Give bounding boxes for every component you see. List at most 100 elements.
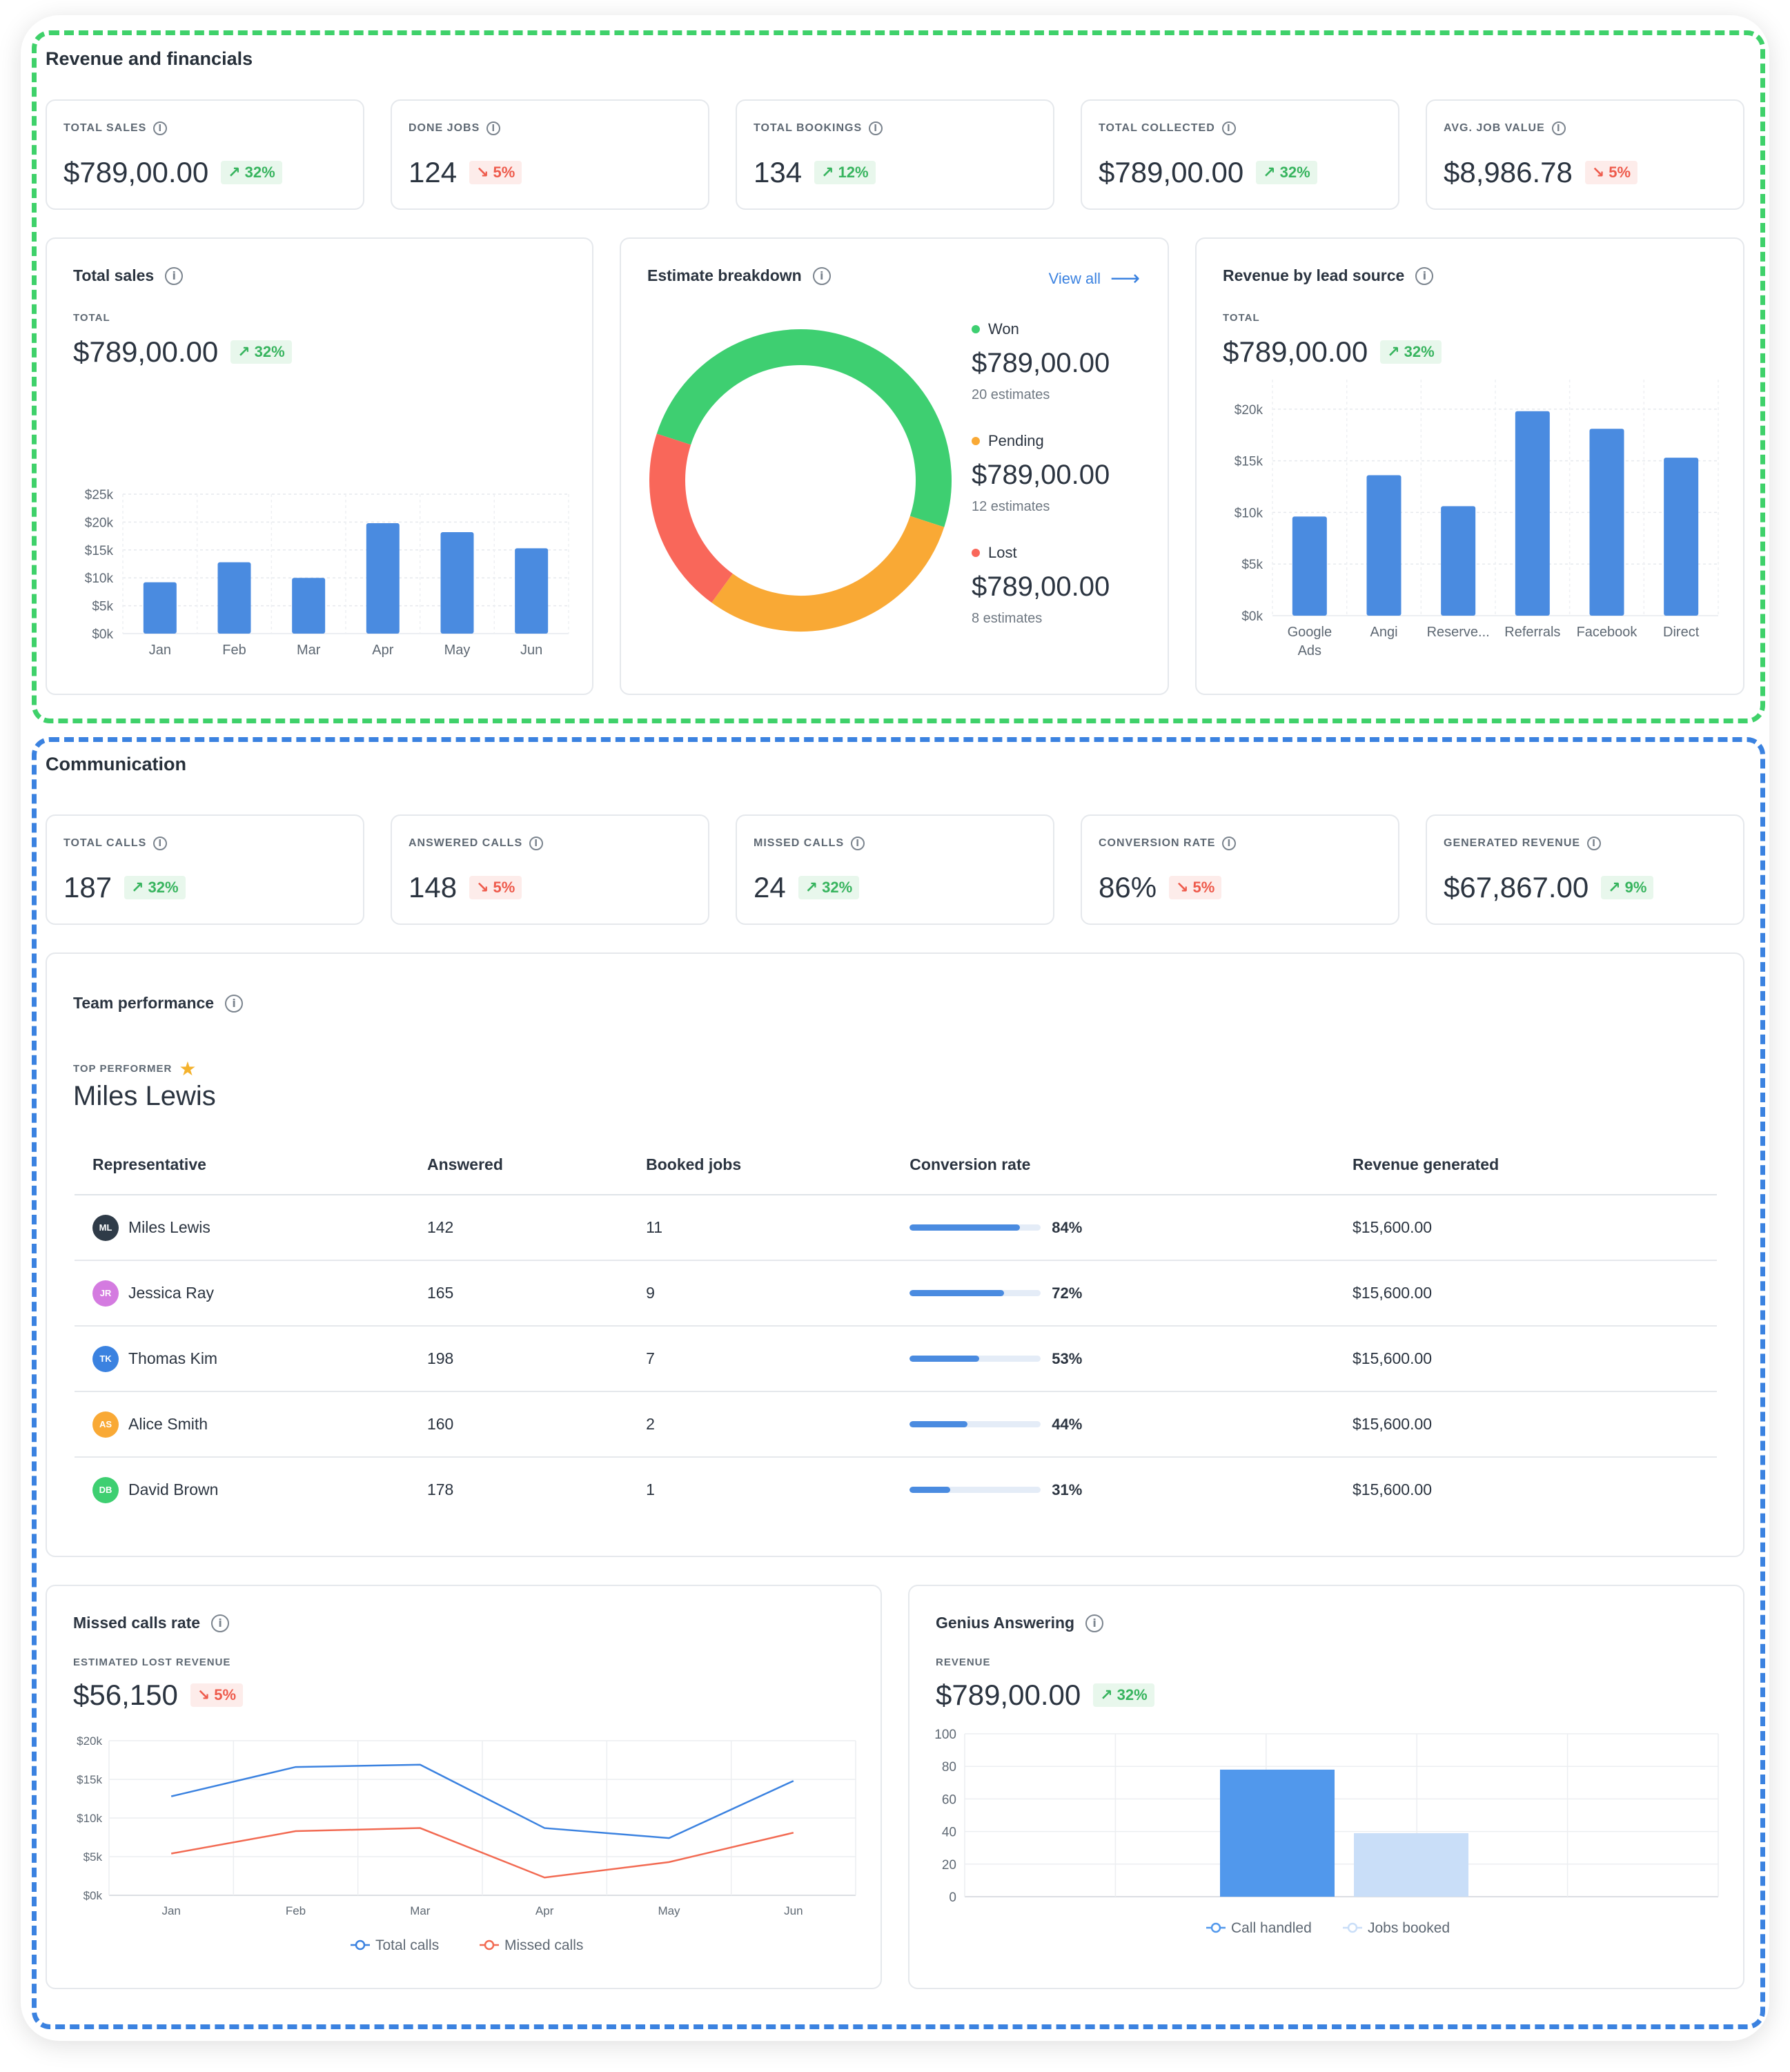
change-value: 32% (1279, 164, 1310, 181)
y-tick-label: $15k (77, 1773, 102, 1786)
info-icon[interactable]: i (851, 837, 865, 850)
info-icon[interactable]: i (1221, 121, 1236, 135)
info-icon[interactable]: i (211, 1614, 230, 1632)
stat-label: TOTAL BOOKINGS i (754, 121, 883, 135)
total-sales-chart: $0k $5k $10k $15k $20k $25k Jan Feb Mar Apr May Jun (85, 488, 569, 658)
change-value: 5% (493, 164, 515, 181)
info-icon[interactable]: i (165, 266, 184, 285)
table-row[interactable]: DB David Brown 178 1 31% $15,600.00 (75, 1457, 1717, 1522)
chart-grid (108, 1740, 856, 1896)
y-tick-label: $5k (92, 600, 113, 614)
y-tick-label: $10k (77, 1812, 102, 1825)
series-line[interactable] (170, 1763, 794, 1839)
bar[interactable] (1441, 506, 1476, 616)
bar[interactable] (1366, 475, 1401, 616)
info-icon[interactable]: i (1085, 1614, 1104, 1632)
change-badge: ↗ 32% (124, 876, 186, 899)
stat-label-text: GENERATED REVENUE (1444, 837, 1581, 849)
answered-cell: 142 (409, 1195, 629, 1261)
missed-calls-caption: ESTIMATED LOST REVENUE (73, 1656, 231, 1668)
legend-value: $789,00.00 (972, 571, 1110, 602)
lead-source-change: 32% (1404, 343, 1435, 360)
bar[interactable] (292, 578, 326, 634)
stat-label-text: DONE JOBS (409, 122, 480, 134)
avatar: TK (92, 1345, 119, 1372)
communication-section (32, 737, 1765, 2029)
genius-change-badge: ↗ 32% (1093, 1683, 1154, 1707)
team-table: Representative Answered Booked jobs Convers… (75, 1135, 1717, 1522)
legend-item: Call handled (1206, 1920, 1312, 1936)
conversion-bar (909, 1356, 1041, 1362)
change-badge: ↘ 5% (469, 161, 522, 184)
conversion-cell: 72% (892, 1260, 1335, 1327)
info-icon[interactable]: i (869, 121, 883, 135)
genius-answering-chart: 0 20 40 60 80 100 Call handled Jobs booked (934, 1728, 1719, 1936)
info-icon[interactable]: i (812, 266, 831, 285)
donut-slice[interactable] (649, 433, 734, 603)
info-icon[interactable]: i (486, 121, 501, 135)
conversion-bar (909, 1487, 1041, 1493)
bar[interactable] (1664, 458, 1699, 616)
table-row[interactable]: JR Jessica Ray 165 9 72% $15,600.00 (75, 1260, 1717, 1327)
representative-name: Thomas Kim (128, 1349, 218, 1367)
y-tick-label: 20 (942, 1858, 956, 1873)
bar[interactable] (143, 582, 177, 634)
genius-answering-title: Genius Answering i (936, 1614, 1104, 1632)
genius-amount: $789,00.00 (936, 1679, 1081, 1711)
info-icon[interactable]: i (225, 994, 244, 1013)
stat-label: DONE JOBS i (409, 121, 501, 135)
stat-value: 148 ↘ 5% (409, 871, 522, 904)
total-sales-change: 32% (254, 343, 285, 360)
bar[interactable] (1515, 411, 1550, 616)
bar[interactable] (515, 548, 549, 634)
bar[interactable] (1354, 1832, 1468, 1897)
communication-section-title: Communication (46, 754, 187, 774)
bar[interactable] (1589, 429, 1624, 616)
x-tick-label: Facebook (1577, 625, 1638, 640)
estimate-legend-item: Won $789,00.00 20 estimates (972, 320, 1110, 403)
info-icon[interactable]: i (1551, 121, 1566, 135)
info-icon[interactable]: i (153, 837, 168, 850)
representative-cell: JR Jessica Ray (75, 1260, 409, 1327)
info-icon[interactable]: i (153, 121, 168, 135)
lead-source-caption: TOTAL (1223, 312, 1260, 324)
table-row[interactable]: TK Thomas Kim 198 7 53% $15,600.00 (75, 1326, 1717, 1392)
series-line[interactable] (170, 1827, 794, 1879)
lead-source-value: $789,00.00 ↗ 32% (1223, 335, 1442, 369)
lead-source-title: Revenue by lead source i (1223, 266, 1434, 285)
y-tick-label: 0 (949, 1890, 956, 1905)
trend-up-icon: ↗ (1608, 879, 1621, 896)
missed-calls-change: 5% (214, 1686, 237, 1703)
representative-name: Miles Lewis (128, 1218, 210, 1236)
view-all-link[interactable]: View all ⟶ (1049, 266, 1140, 291)
y-tick-label: $10k (85, 571, 114, 586)
change-value: 5% (1609, 164, 1631, 181)
table-row[interactable]: AS Alice Smith 160 2 44% $15,600.00 (75, 1391, 1717, 1458)
bar[interactable] (217, 562, 251, 634)
x-tick-label: Apr (535, 1904, 554, 1917)
bar[interactable] (440, 531, 474, 634)
representative: AS Alice Smith (92, 1411, 409, 1438)
stat-label: TOTAL CALLS i (63, 837, 168, 850)
y-tick-label: $15k (1235, 455, 1263, 469)
estimate-breakdown-card: Estimate breakdown i View all ⟶ Won $789,00… (620, 237, 1169, 695)
conversion-rate: 31% (909, 1481, 1334, 1499)
bar[interactable] (1292, 516, 1327, 616)
x-tick-label: May (444, 643, 471, 658)
bar[interactable] (1220, 1769, 1335, 1897)
info-icon[interactable]: i (1415, 266, 1434, 285)
info-icon[interactable]: i (1587, 837, 1602, 850)
info-icon[interactable]: i (1222, 837, 1237, 850)
bar[interactable] (366, 523, 400, 634)
conversion-bar-fill (909, 1421, 967, 1427)
info-icon[interactable]: i (529, 837, 544, 850)
stat-value: 124 ↘ 5% (409, 156, 522, 189)
y-tick-label: $20k (85, 516, 114, 530)
revenue-cell: $15,600.00 (1334, 1391, 1717, 1458)
booked-jobs-cell: 11 (628, 1195, 892, 1261)
y-tick-label: 80 (942, 1760, 956, 1775)
table-row[interactable]: ML Miles Lewis 142 11 84% $15,600.00 (75, 1195, 1717, 1261)
conversion-rate-text: 31% (1052, 1480, 1083, 1498)
donut-slice[interactable] (656, 329, 952, 527)
donut-slice[interactable] (711, 516, 945, 632)
